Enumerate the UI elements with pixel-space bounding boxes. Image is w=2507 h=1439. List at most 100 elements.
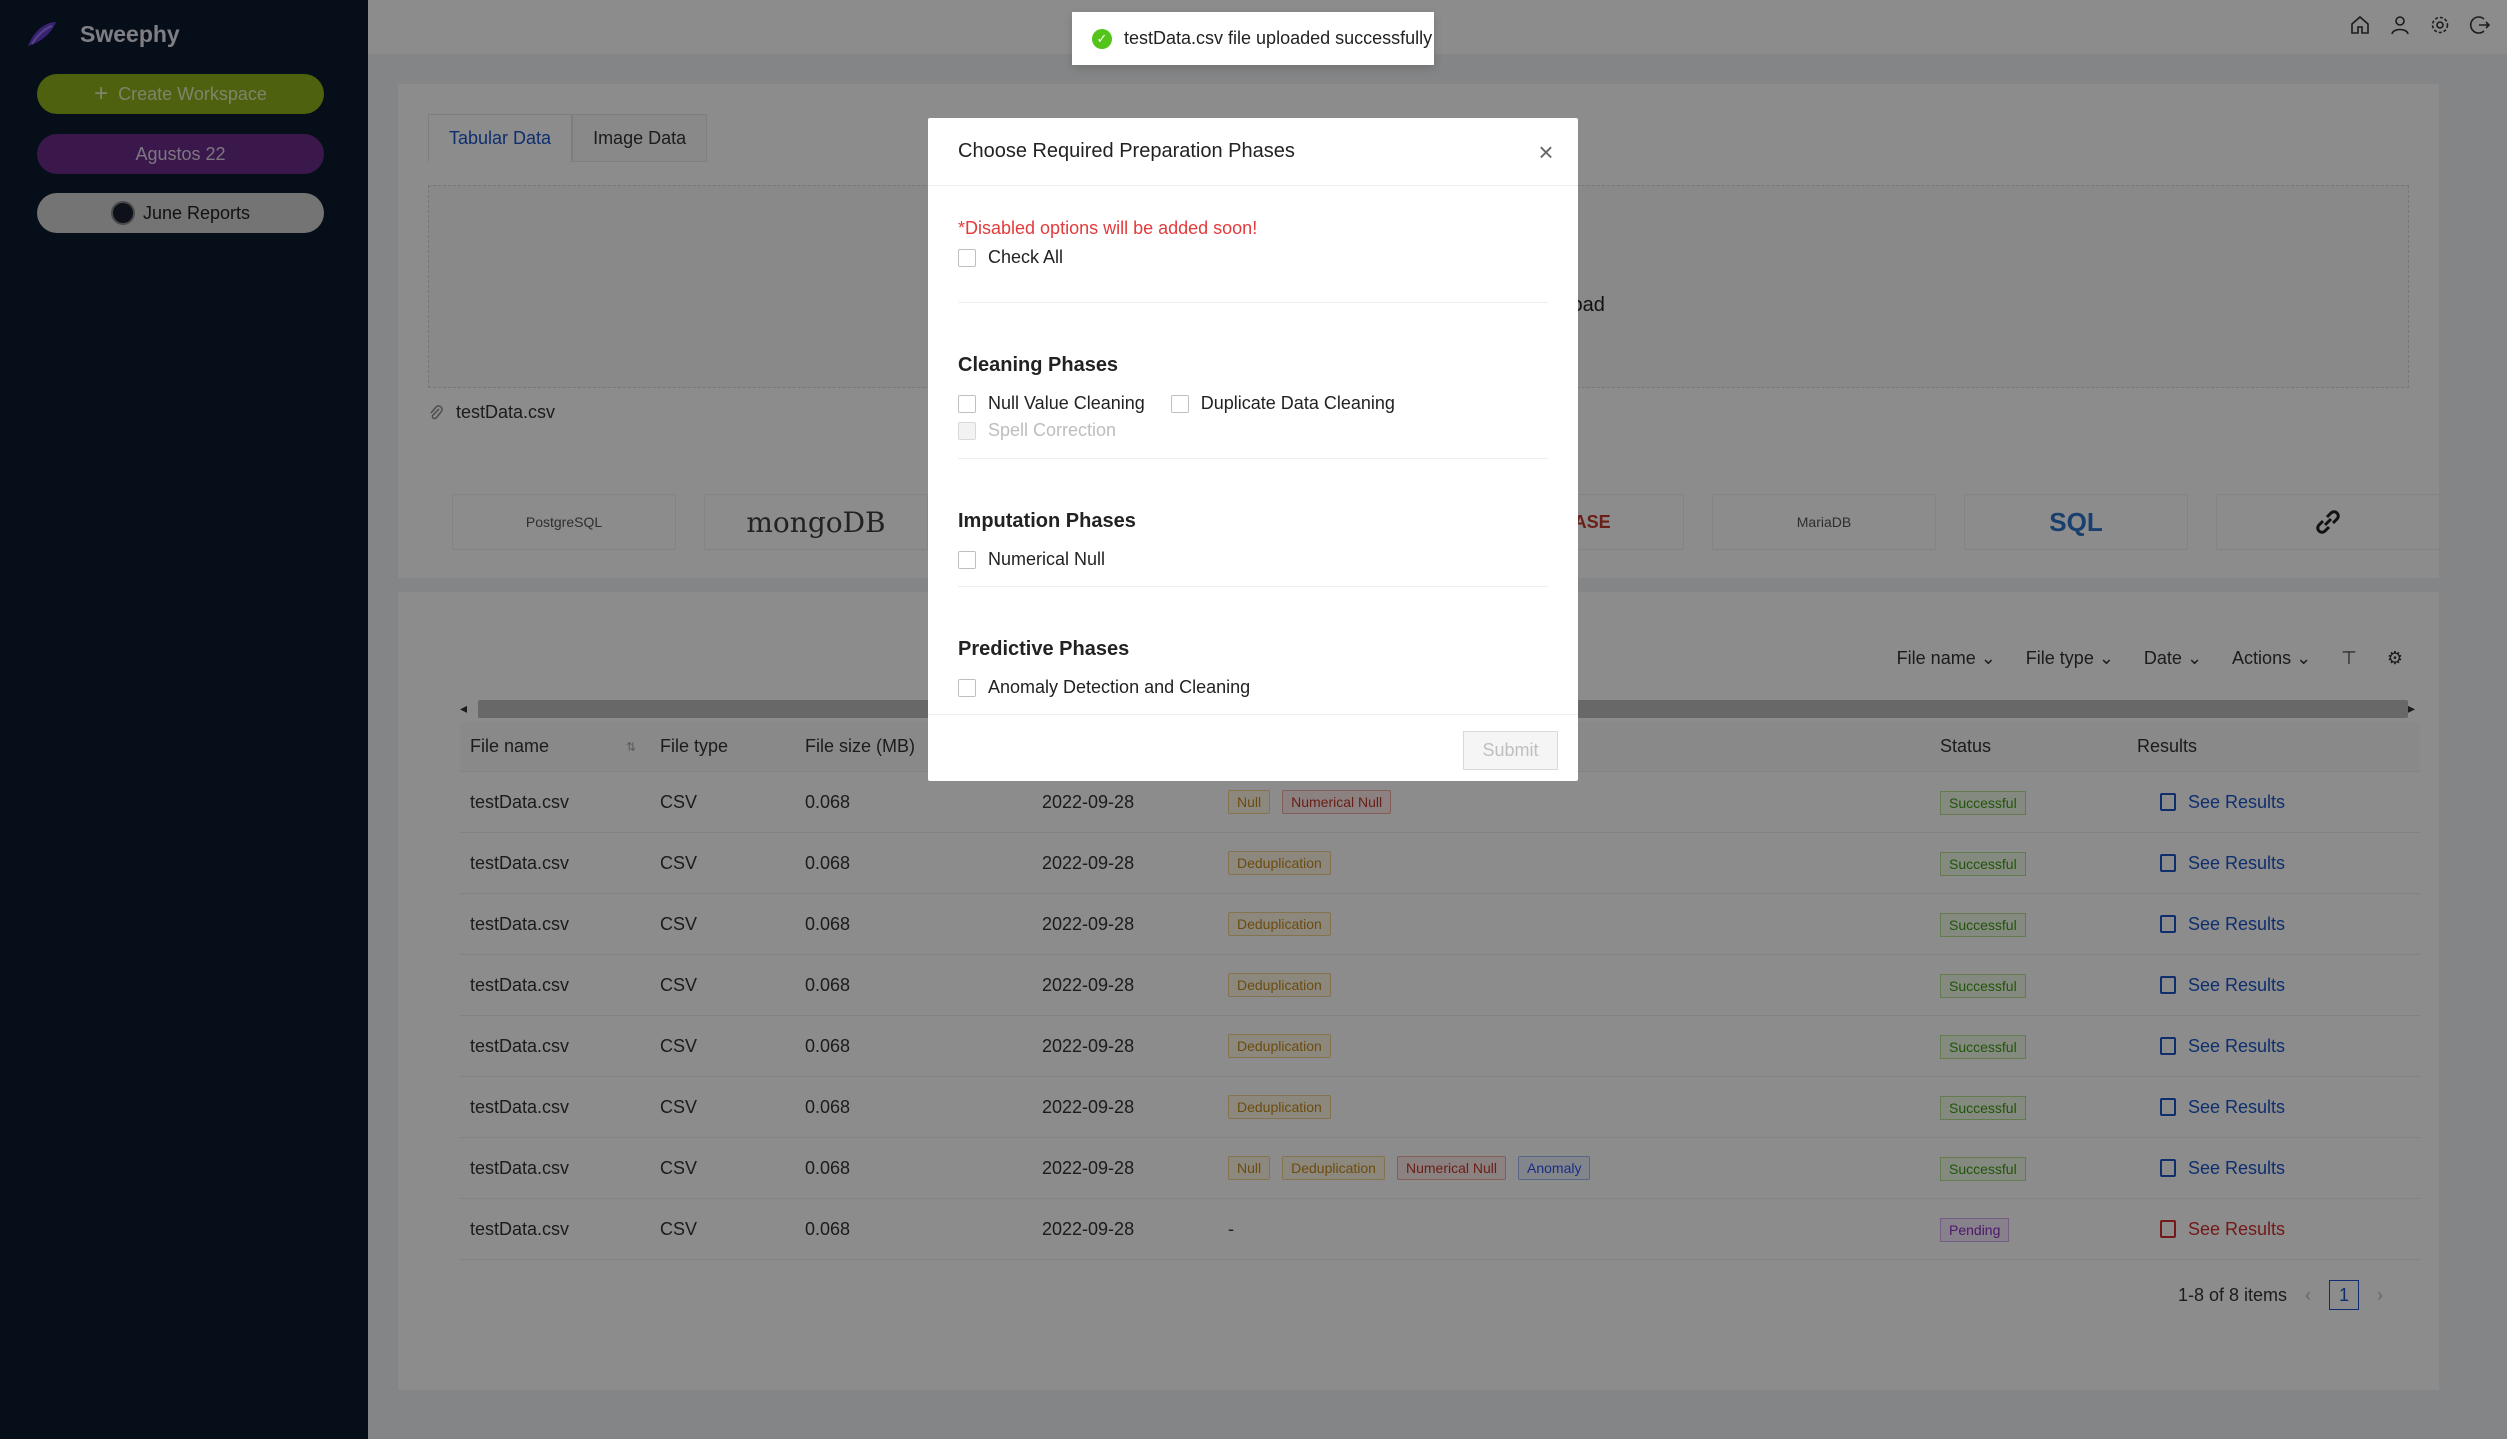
submit-button[interactable]: Submit (1463, 731, 1558, 770)
phase-tag: Deduplication (1228, 1034, 1331, 1058)
cell-phases: Deduplication (1228, 1034, 1331, 1058)
status-badge: Pending (1940, 1217, 2010, 1242)
status-badge: Successful (1940, 973, 2026, 998)
see-results-link[interactable]: See Results (2160, 1036, 2285, 1057)
null-value-cleaning-checkbox[interactable]: Null Value Cleaning (958, 390, 1145, 417)
home-icon[interactable] (2349, 14, 2371, 36)
column-height-icon[interactable]: ⊤ (2341, 648, 2357, 668)
see-results-label: See Results (2188, 852, 2286, 873)
tab-tabular-data[interactable]: Tabular Data (428, 114, 573, 162)
prev-page-icon[interactable]: ‹ (2305, 1284, 2311, 1305)
duplicate-data-cleaning-checkbox[interactable]: Duplicate Data Cleaning (1170, 390, 1395, 417)
cell-phases: Null Deduplication Numerical Null Anomaly (1228, 1156, 1591, 1180)
create-workspace-button[interactable]: + Create Workspace (37, 74, 324, 114)
option-label: Spell Correction (988, 420, 1117, 440)
phase-tag: Deduplication (1282, 1156, 1385, 1180)
cell-file-type: CSV (660, 974, 698, 995)
link-connector[interactable] (2216, 494, 2440, 550)
see-results-link[interactable]: See Results (2160, 1097, 2285, 1118)
cell-results: See Results (2160, 1219, 2285, 1240)
checkbox[interactable] (958, 678, 976, 697)
results-icon (2160, 793, 2176, 811)
cell-status: Successful (1940, 1034, 2026, 1059)
logout-icon[interactable] (2469, 14, 2491, 36)
scroll-left-icon[interactable]: ◂ (460, 700, 468, 716)
anomaly-detection-checkbox[interactable]: Anomaly Detection and Cleaning (958, 674, 1250, 701)
checkbox (958, 421, 976, 440)
see-results-link[interactable]: See Results (2160, 975, 2285, 996)
see-results-label: See Results (2188, 1096, 2286, 1117)
pagination-summary: 1-8 of 8 items (2177, 1284, 2287, 1305)
filter-file-name[interactable]: File name ⌄ (1896, 648, 1996, 668)
filter-date[interactable]: Date ⌄ (2143, 648, 2203, 668)
workspace-avatar (110, 201, 135, 225)
workspace-label: Agustos 22 (135, 143, 226, 164)
sort-icon[interactable]: ⇅ (626, 739, 637, 754)
sql-connector[interactable]: SQL (1964, 494, 2188, 550)
filter-actions[interactable]: Actions ⌄ (2232, 648, 2312, 668)
checkbox[interactable] (958, 394, 976, 413)
phase-tag: Numerical Null (1282, 790, 1392, 814)
cell-file-name: testData.csv (470, 1157, 570, 1178)
sidebar: Sweephy + Create Workspace Agustos 22 Ju… (0, 0, 368, 1439)
spell-correction-checkbox: Spell Correction (958, 417, 1116, 444)
phase-tag: Deduplication (1228, 973, 1331, 997)
cell-phases: - (1228, 1219, 1234, 1240)
cell-status: Successful (1940, 1156, 2026, 1181)
status-badge: Successful (1940, 1095, 2026, 1120)
cell-status: Pending (1940, 1217, 2010, 1242)
cell-results: See Results (2160, 1036, 2285, 1057)
settings-icon[interactable] (2429, 14, 2451, 36)
next-page-icon[interactable]: › (2377, 1284, 2383, 1305)
workspace-agustos-22[interactable]: Agustos 22 (37, 134, 324, 174)
app-name: Sweephy (80, 20, 180, 47)
cell-file-size: 0.068 (805, 791, 851, 812)
table-row: testData.csv CSV 0.068 2022-09-28 Deduplicat… (460, 894, 2420, 955)
cell-phases: Deduplication (1228, 973, 1331, 997)
see-results-link[interactable]: See Results (2160, 1219, 2285, 1240)
see-results-link[interactable]: See Results (2160, 914, 2285, 935)
header-file-type: File type (660, 736, 729, 756)
cell-date: 2022-09-28 (1042, 1218, 1135, 1239)
header-results: Results (2137, 736, 2198, 756)
filter-file-type[interactable]: File type ⌄ (2025, 648, 2114, 668)
cell-file-type: CSV (660, 791, 698, 812)
mariadb-connector[interactable]: MariaDB (1712, 494, 1936, 550)
mongodb-connector[interactable]: mongoDB (704, 494, 928, 550)
see-results-link[interactable]: See Results (2160, 792, 2285, 813)
table-settings-icon[interactable]: ⚙ (2386, 648, 2403, 668)
table-row: testData.csv CSV 0.068 2022-09-28 Deduplicat… (460, 1016, 2420, 1077)
cell-phases: Deduplication (1228, 851, 1331, 875)
link-icon (2316, 510, 2340, 534)
cell-status: Successful (1940, 851, 2026, 876)
cell-file-size: 0.068 (805, 913, 851, 934)
upload-toast: ✓ testData.csv file uploaded successfull… (1072, 12, 1434, 65)
tab-image-data[interactable]: Image Data (572, 114, 708, 162)
close-icon[interactable]: × (1538, 137, 1554, 167)
checkbox[interactable] (958, 248, 976, 267)
checkbox[interactable] (958, 550, 976, 569)
check-all-checkbox[interactable]: Check All (958, 244, 1063, 271)
scroll-right-icon[interactable]: ▸ (2408, 700, 2416, 716)
workspace-june-reports[interactable]: June Reports (37, 193, 324, 233)
numerical-null-checkbox[interactable]: Numerical Null (958, 546, 1105, 573)
user-icon[interactable] (2389, 14, 2411, 36)
header-file-name[interactable]: File name (470, 736, 550, 756)
brand[interactable]: Sweephy (26, 16, 180, 52)
page-button[interactable]: 1 (2329, 1280, 2359, 1310)
cell-file-size: 0.068 (805, 852, 851, 873)
cell-status: Successful (1940, 912, 2026, 937)
see-results-link[interactable]: See Results (2160, 853, 2285, 874)
phase-tag: Null (1228, 1156, 1271, 1180)
phase-tag: Null (1228, 790, 1271, 814)
cell-phases: Null Numerical Null (1228, 790, 1392, 814)
table-row: testData.csv CSV 0.068 2022-09-28 Null Numeri… (460, 772, 2420, 833)
cell-file-type: CSV (660, 852, 698, 873)
checkbox[interactable] (1170, 394, 1189, 413)
postgresql-connector[interactable]: PostgreSQL (452, 494, 676, 550)
results-icon (2160, 915, 2176, 933)
see-results-link[interactable]: See Results (2160, 1158, 2285, 1179)
phase-tag: Deduplication (1228, 912, 1331, 936)
predictive-phases-title: Predictive Phases (958, 638, 1130, 660)
uploaded-file[interactable]: testData.csv (428, 402, 555, 423)
